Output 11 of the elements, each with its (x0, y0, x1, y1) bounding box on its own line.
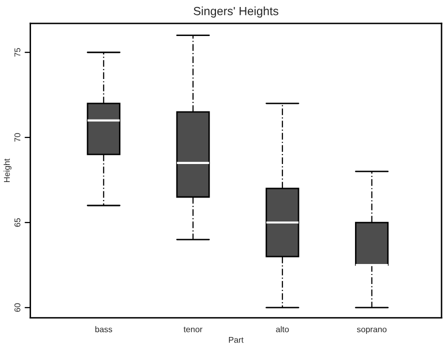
chart-title: Singers' Heights (194, 6, 278, 18)
y-tick-label: 60 (14, 303, 20, 312)
x-tick-label: alto (276, 326, 289, 332)
y-tick-label: 70 (14, 133, 20, 142)
x-axis-title: Part (228, 336, 244, 343)
y-axis-title: Height (4, 158, 12, 182)
x-tick-label: bass (95, 326, 112, 332)
y-tick-label: 65 (14, 218, 20, 227)
x-tick-label: tenor (184, 326, 202, 332)
x-tick-label: soprano (356, 328, 387, 334)
y-tick-label: 75 (14, 48, 20, 57)
